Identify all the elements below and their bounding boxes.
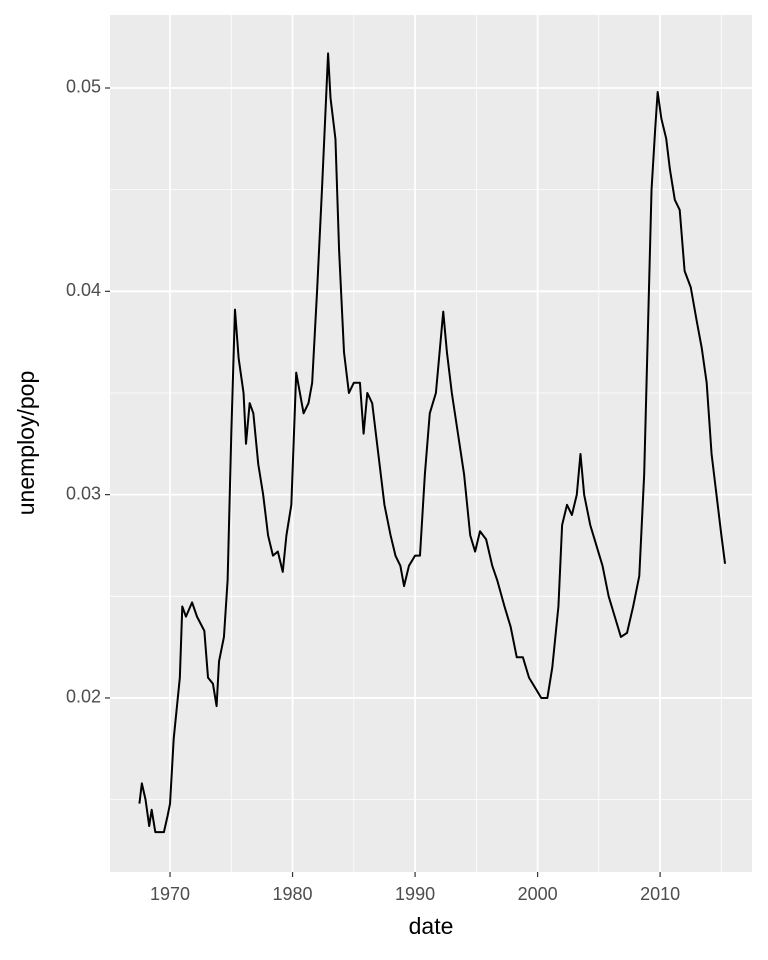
x-axis-title: date — [409, 913, 454, 939]
x-tick-label: 1970 — [150, 884, 190, 904]
line — [138, 52, 727, 834]
x-tick-label: 1990 — [395, 884, 435, 904]
y-tick-label: 0.03 — [66, 483, 101, 503]
y-axis-title: unemploy/pop — [13, 371, 39, 516]
x-tick-label: 2010 — [640, 884, 680, 904]
y-tick-label: 0.05 — [66, 77, 101, 97]
panel — [110, 15, 752, 872]
x-tick-label: 1980 — [273, 884, 313, 904]
y-tick-label: 0.02 — [66, 687, 101, 707]
x-tick-label: 2000 — [518, 884, 558, 904]
y-tick-label: 0.04 — [66, 280, 101, 300]
